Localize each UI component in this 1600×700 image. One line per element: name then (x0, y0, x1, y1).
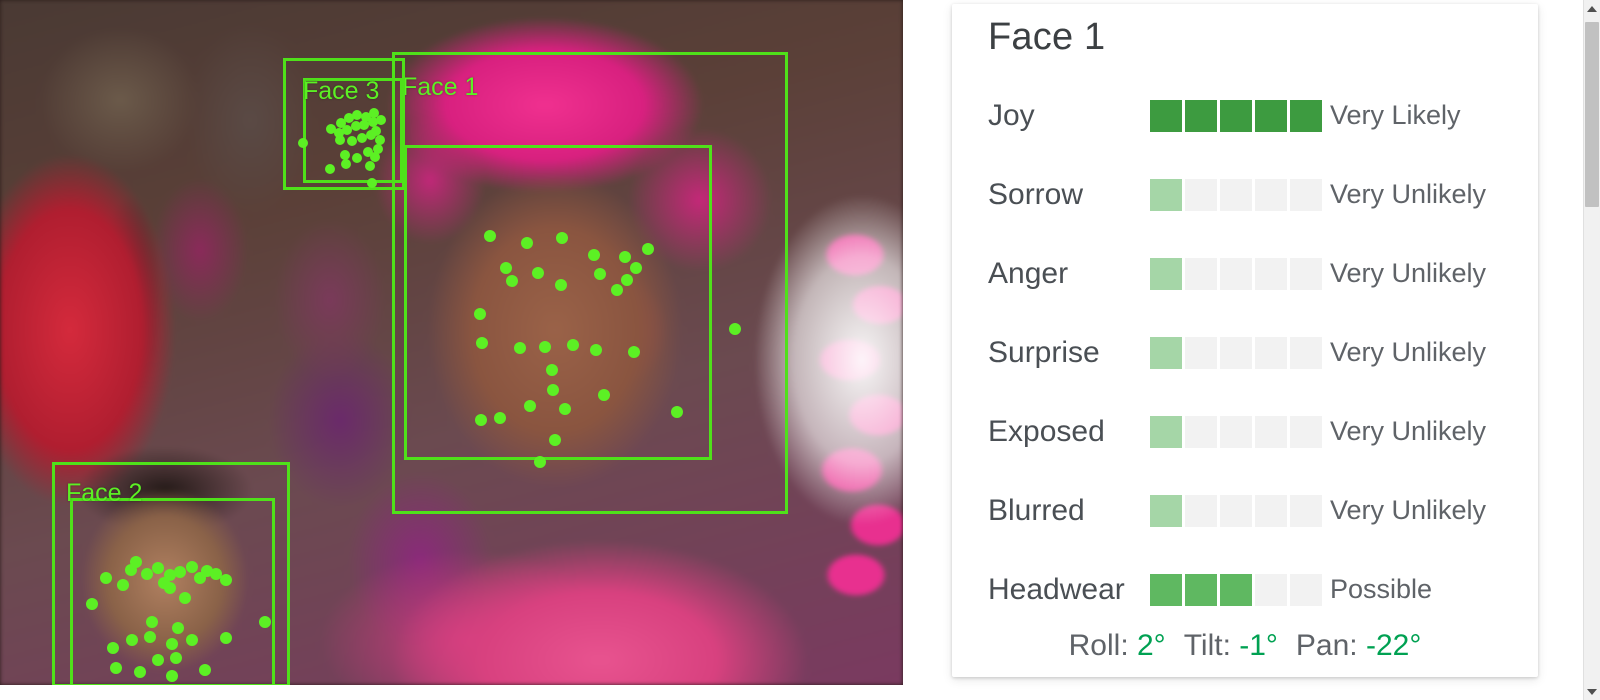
attribute-value: Possible (1330, 574, 1433, 604)
face-2-label: Face 2 (66, 479, 143, 507)
meter-segment (1185, 178, 1217, 211)
attribute-row: Joy Very Likely (952, 76, 1538, 155)
face-result-card[interactable]: Face 1 Joy Very Likely Sorrow Very Unlikely… (952, 4, 1538, 677)
meter-segment (1290, 415, 1322, 448)
likelihood-meter (1150, 257, 1322, 290)
face-1-label: Face 1 (402, 73, 479, 101)
likelihood-meter (1150, 99, 1322, 132)
face-1-bounding-box[interactable] (392, 52, 788, 514)
head-pose-angles: Roll: 2° Tilt: -1° Pan: -22° (952, 629, 1538, 663)
annotated-image-pane[interactable]: Face 1 Face 3 Face 2 (0, 0, 903, 685)
meter-segment (1290, 99, 1322, 132)
meter-segment (1150, 99, 1182, 132)
meter-segment (1185, 99, 1217, 132)
angle-group: Tilt: -1° (1184, 629, 1278, 662)
attribute-value: Very Unlikely (1330, 258, 1487, 288)
meter-segment (1185, 336, 1217, 369)
attribute-value: Very Likely (1330, 100, 1461, 130)
meter-segment (1255, 573, 1287, 606)
scroll-up-arrow-icon[interactable] (1584, 0, 1600, 17)
meter-segment (1255, 178, 1287, 211)
meter-segment (1290, 257, 1322, 290)
face-2-landmark-box[interactable] (70, 498, 275, 685)
meter-segment (1220, 178, 1252, 211)
angle-group: Pan: -22° (1296, 629, 1421, 662)
angle-label: Tilt: (1183, 629, 1231, 662)
attribute-label: Joy (988, 98, 1035, 132)
likelihood-meter (1150, 336, 1322, 369)
meter-segment (1290, 336, 1322, 369)
attribute-label: Exposed (988, 414, 1105, 448)
face-3-label: Face 3 (303, 77, 380, 105)
attribute-label: Blurred (988, 493, 1085, 527)
meter-segment (1185, 257, 1217, 290)
scroll-down-arrow-icon[interactable] (1584, 683, 1600, 700)
meter-segment (1150, 573, 1182, 606)
page-scrollbar[interactable] (1583, 0, 1600, 700)
angle-label: Roll: (1068, 629, 1129, 662)
attribute-label: Surprise (988, 335, 1100, 369)
meter-segment (1220, 257, 1252, 290)
attribute-value: Very Unlikely (1330, 495, 1487, 525)
angle-value: -1° (1239, 629, 1278, 662)
meter-segment (1150, 494, 1182, 527)
attribute-value: Very Unlikely (1330, 416, 1487, 446)
angle-label: Pan: (1295, 629, 1358, 662)
face-3-bounding-box[interactable] (283, 58, 405, 190)
meter-segment (1150, 415, 1182, 448)
meter-segment (1290, 573, 1322, 606)
meter-segment (1220, 494, 1252, 527)
attribute-row: Anger Very Unlikely (952, 234, 1538, 313)
meter-segment (1290, 494, 1322, 527)
meter-segment (1255, 99, 1287, 132)
meter-segment (1185, 494, 1217, 527)
meter-segment (1220, 415, 1252, 448)
meter-segment (1255, 336, 1287, 369)
attribute-row: Blurred Very Unlikely (952, 471, 1538, 550)
meter-segment (1255, 415, 1287, 448)
meter-segment (1150, 336, 1182, 369)
meter-segment (1290, 178, 1322, 211)
meter-segment (1150, 178, 1182, 211)
meter-segment (1185, 415, 1217, 448)
attribute-row: Exposed Very Unlikely (952, 392, 1538, 471)
meter-segment (1150, 257, 1182, 290)
meter-segment (1220, 573, 1252, 606)
face-landmark-dots (86, 108, 741, 682)
likelihood-meter (1150, 494, 1322, 527)
meter-segment (1185, 573, 1217, 606)
likelihood-meter (1150, 573, 1322, 606)
meter-segment (1220, 336, 1252, 369)
attribute-value: Very Unlikely (1330, 179, 1487, 209)
attribute-row: Sorrow Very Unlikely (952, 155, 1538, 234)
meter-segment (1255, 494, 1287, 527)
card-title: Face 1 (988, 16, 1106, 58)
attribute-rows: Joy Very Likely Sorrow Very Unlikely Anger Ve… (952, 76, 1538, 629)
angle-group: Roll: 2° (1069, 629, 1166, 662)
face-3-landmark-box[interactable] (303, 78, 403, 183)
likelihood-meter (1150, 178, 1322, 211)
attribute-row: Surprise Very Unlikely (952, 313, 1538, 392)
attribute-label: Headwear (988, 572, 1125, 606)
likelihood-meter (1150, 415, 1322, 448)
attribute-value: Very Unlikely (1330, 337, 1487, 367)
face-1-landmark-box[interactable] (404, 145, 712, 460)
attribute-label: Anger (988, 256, 1069, 290)
scrollbar-thumb[interactable] (1585, 22, 1599, 207)
meter-segment (1220, 99, 1252, 132)
attribute-row: Headwear Possible (952, 550, 1538, 629)
angle-value: 2° (1137, 629, 1166, 662)
meter-segment (1255, 257, 1287, 290)
angle-value: -22° (1365, 629, 1422, 662)
face-2-bounding-box[interactable] (52, 462, 290, 685)
attribute-label: Sorrow (988, 177, 1084, 211)
